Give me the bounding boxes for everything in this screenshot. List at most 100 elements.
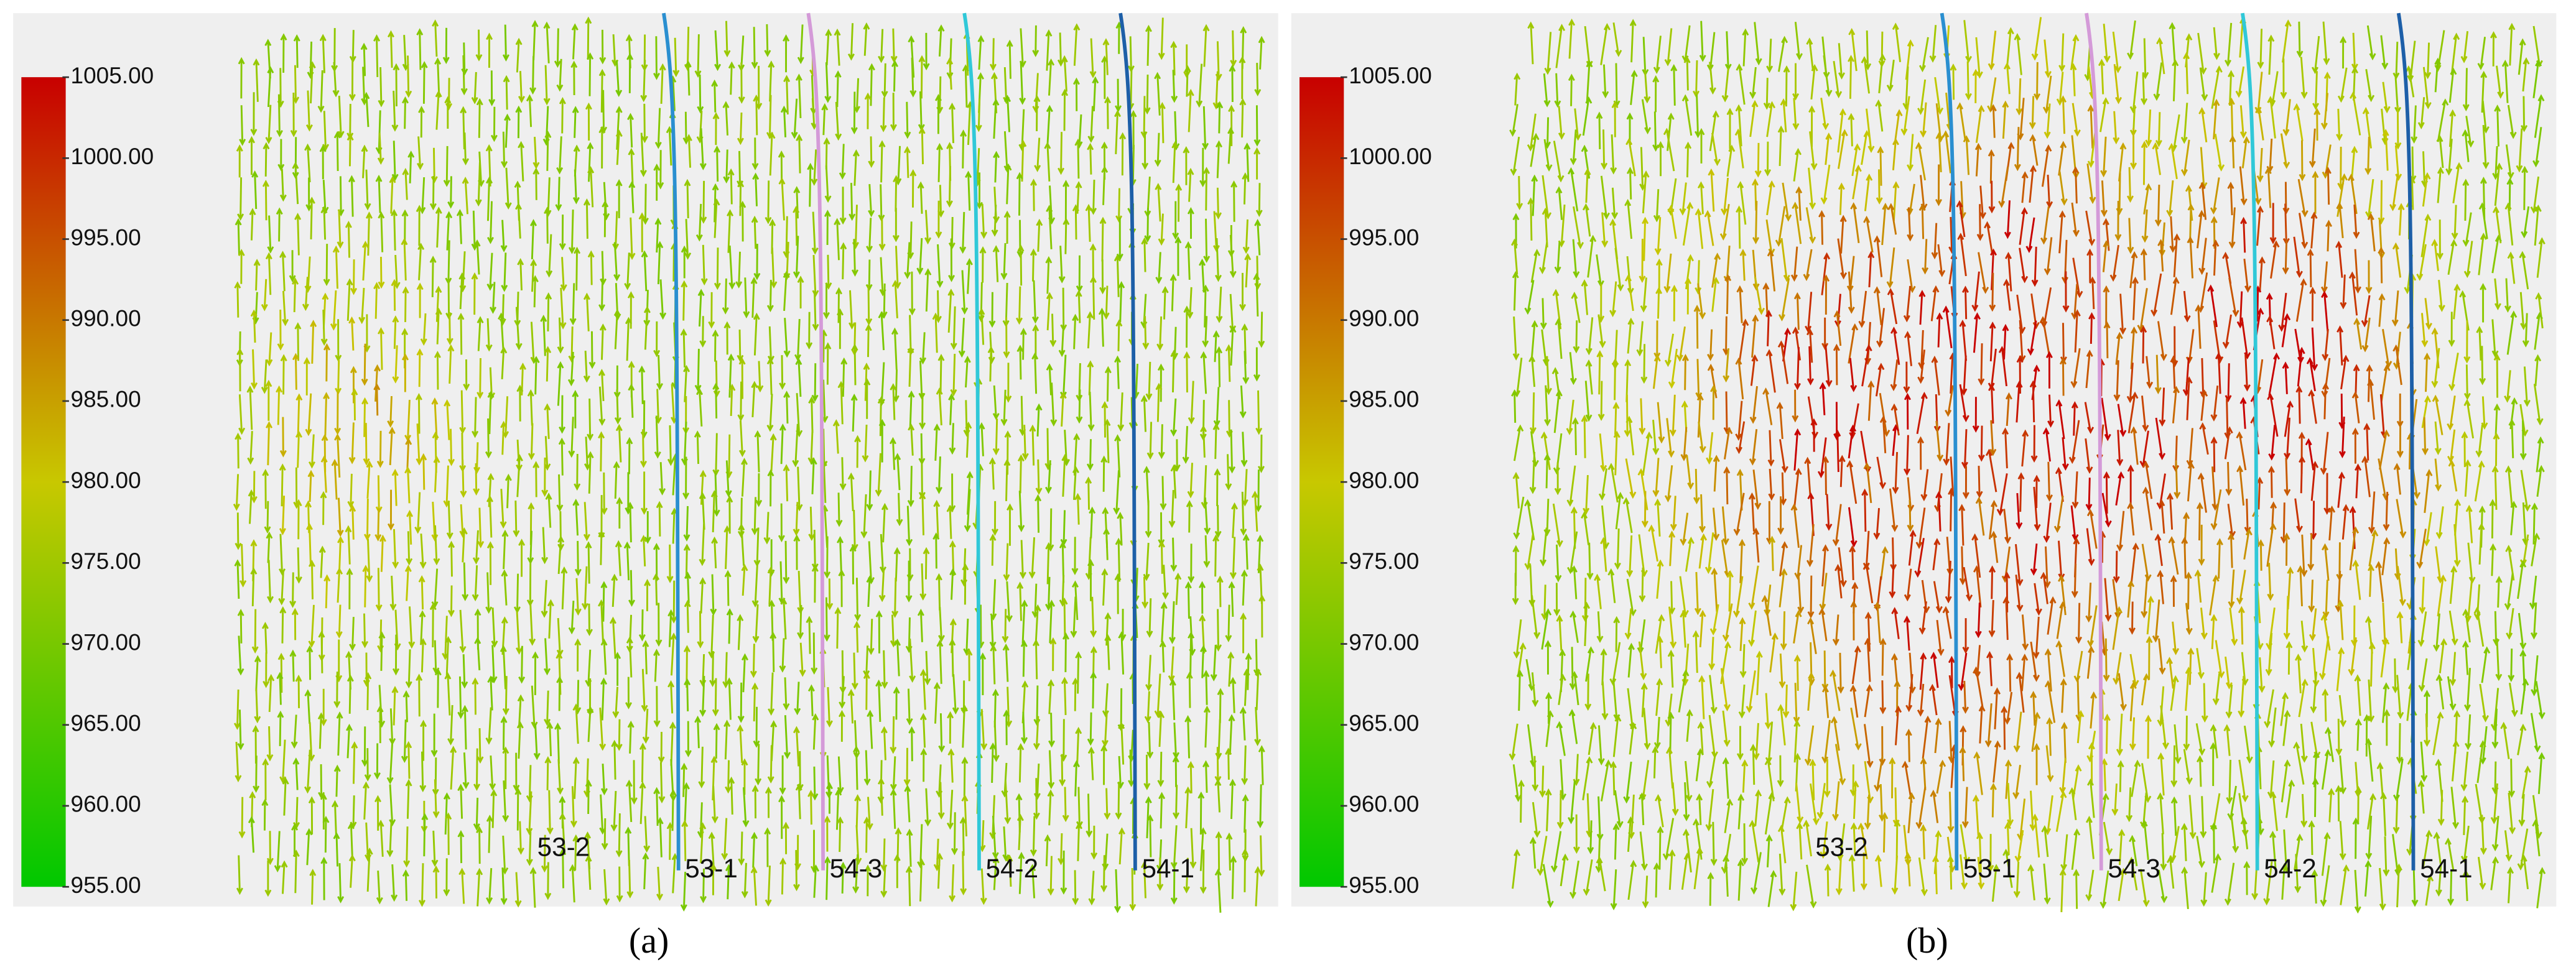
vector-arrow: [767, 469, 774, 507]
vector-arrow: [680, 328, 687, 368]
vector-arrow: [502, 676, 509, 716]
vector-arrow: [1214, 779, 1222, 813]
vector-arrow: [639, 132, 647, 177]
vector-arrow: [1075, 651, 1082, 694]
vector-arrow: [392, 315, 399, 349]
vector-arrow: [318, 630, 325, 673]
vector-arrow: [2322, 329, 2329, 361]
vector-arrow: [751, 215, 758, 249]
vector-arrow: [2004, 200, 2011, 239]
vector-arrow: [2141, 575, 2149, 619]
vector-arrow: [2313, 108, 2321, 141]
vector-arrow: [600, 764, 608, 796]
colorbar-tick-label: 990.00: [1349, 306, 1419, 331]
vector-arrow: [2062, 271, 2070, 313]
vector-arrow: [529, 603, 536, 646]
vector-arrow: [2055, 640, 2066, 677]
vector-arrow: [904, 101, 911, 139]
vector-arrow: [1823, 55, 1833, 98]
vector-arrow: [361, 241, 369, 281]
vector-arrow: [1029, 424, 1036, 466]
vector-arrow: [2181, 866, 2189, 909]
vector-arrow: [2198, 238, 2207, 275]
vector-arrow: [767, 745, 774, 784]
vector-arrow: [2504, 465, 2513, 507]
vector-arrow: [1695, 208, 1704, 249]
vector-arrow: [570, 60, 578, 95]
vector-arrow: [615, 106, 623, 150]
vector-arrow: [837, 756, 844, 795]
vector-arrow: [1586, 60, 1593, 103]
vector-arrow: [337, 209, 344, 249]
vector-arrow: [2112, 606, 2123, 650]
vector-arrow: [2187, 461, 2195, 502]
vector-arrow: [2029, 164, 2037, 203]
vector-arrow: [611, 739, 618, 780]
vector-arrow: [2152, 599, 2160, 643]
vector-arrow: [292, 277, 299, 313]
vector-arrow: [641, 183, 649, 225]
vector-arrow: [1556, 614, 1563, 651]
vector-arrow: [2424, 469, 2433, 513]
vector-arrow: [2111, 783, 2119, 816]
vector-arrow: [1158, 213, 1165, 246]
vector-arrow: [992, 418, 1000, 456]
vector-arrow: [2531, 532, 2541, 566]
vector-arrow: [2310, 461, 2319, 501]
vector-arrow: [1118, 631, 1125, 675]
vector-arrow: [2070, 348, 2081, 389]
vector-arrow: [2071, 563, 2078, 598]
vector-arrow: [727, 168, 735, 205]
vector-arrow: [1582, 96, 1593, 136]
vector-arrow: [1726, 570, 1734, 612]
vector-arrow: [654, 415, 661, 459]
vector-arrow: [1553, 141, 1565, 183]
colorbar-tick-label: 995.00: [1349, 224, 1419, 250]
vector-arrow: [1726, 144, 1736, 177]
vector-arrow: [642, 708, 649, 744]
vector-arrow: [237, 609, 244, 644]
vector-arrow: [2019, 247, 2029, 284]
vector-arrow: [1172, 201, 1179, 240]
vector-arrow: [1231, 502, 1239, 538]
vector-arrow: [890, 716, 897, 754]
vector-arrow: [2432, 711, 2444, 756]
vector-arrow: [583, 292, 590, 331]
vector-arrow: [1002, 609, 1009, 644]
vector-arrow: [2157, 570, 2164, 604]
vector-arrow: [2185, 571, 2192, 610]
vector-arrow: [741, 458, 748, 497]
vector-arrow: [960, 704, 968, 748]
vector-arrow: [337, 95, 345, 139]
vector-arrow: [1991, 864, 2000, 902]
vector-arrow: [2268, 707, 2277, 748]
vector-arrow: [1571, 292, 1581, 323]
vector-arrow: [949, 102, 956, 144]
vector-arrow: [2481, 646, 2491, 683]
vector-arrow: [2444, 837, 2455, 871]
vector-arrow: [2154, 533, 2163, 566]
vector-arrow: [808, 506, 816, 541]
vector-arrow: [907, 466, 914, 507]
vector-arrow: [1642, 431, 1653, 476]
vector-arrow: [2185, 603, 2193, 635]
vector-arrow: [489, 755, 496, 791]
vector-arrow: [406, 531, 413, 566]
vector-arrow: [531, 685, 538, 729]
vector-arrow: [276, 94, 283, 137]
vector-arrow: [924, 788, 932, 827]
vector-arrow: [654, 108, 662, 149]
vector-arrow: [2422, 417, 2429, 456]
vector-arrow: [653, 787, 661, 826]
vector-arrow: [890, 383, 897, 420]
vector-arrow: [2045, 745, 2054, 783]
vector-arrow: [2281, 313, 2291, 348]
colorbar-tick-label: 995.00: [71, 224, 141, 250]
vector-arrow: [1104, 612, 1112, 646]
vector-arrow: [447, 585, 455, 617]
vector-arrow: [949, 864, 956, 903]
vector-arrow: [1202, 167, 1211, 211]
vector-arrow: [560, 566, 568, 610]
vector-arrow: [1733, 492, 1745, 537]
vector-arrow: [1216, 346, 1223, 387]
